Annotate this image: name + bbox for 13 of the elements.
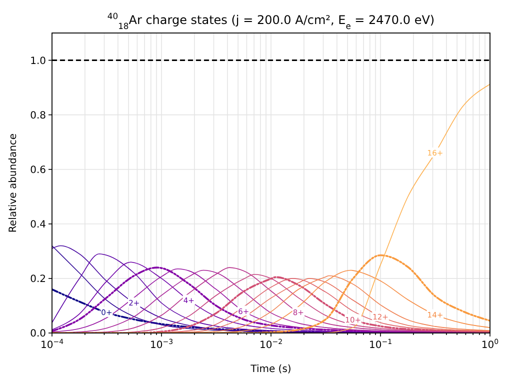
y-tick-label: 0.8: [30, 110, 46, 122]
y-tick-label: 1.0: [30, 56, 46, 67]
x-tick-label: 10$^{−4}$: [40, 338, 64, 351]
y-tick-label: 0.6: [30, 164, 46, 176]
x-tick-label: 10$^{−3}$: [150, 338, 174, 351]
x-axis-title: Time (s): [250, 364, 292, 375]
y-tick-label: 0.0: [30, 328, 46, 340]
x-tick-label: 10$^{0}$: [481, 338, 499, 351]
x-tick-label: 10$^{−2}$: [259, 338, 283, 351]
y-tick-label: 0.4: [30, 219, 46, 230]
y-axis-title: Relative abundance: [8, 133, 19, 233]
x-tick-label: 10$^{−1}$: [368, 338, 392, 351]
y-tick-label: 0.2: [30, 274, 46, 285]
